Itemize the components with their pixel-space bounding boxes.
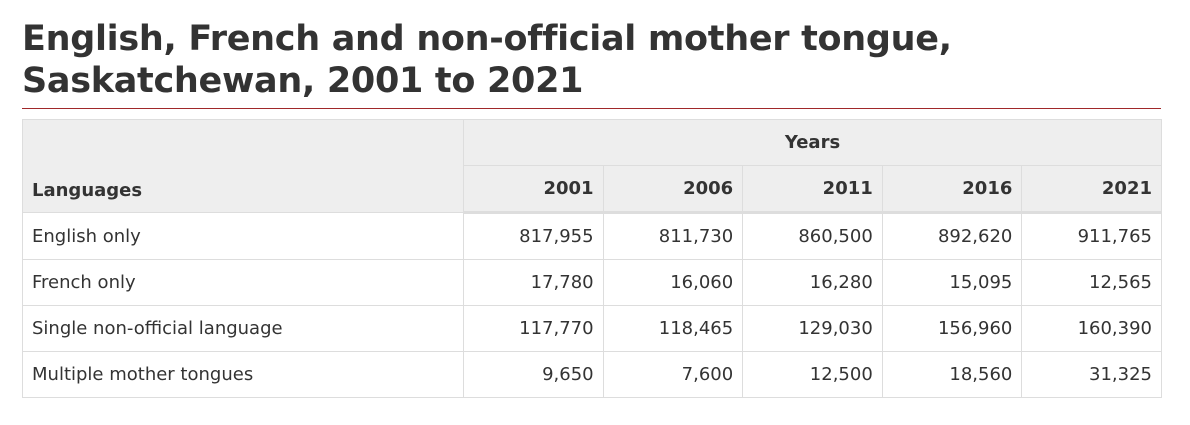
row-label: Single non-official language (22, 305, 464, 352)
table-row: Multiple mother tongues 9,650 7,600 12,500 1… (22, 351, 1162, 398)
cell: 118,465 (602, 305, 744, 352)
cell: 16,060 (602, 259, 744, 306)
cell: 811,730 (602, 212, 744, 260)
table-row: English only 817,955 811,730 860,500 892,620… (22, 212, 1162, 260)
title-rule (22, 108, 1161, 109)
cell: 7,600 (602, 351, 744, 398)
cell: 156,960 (881, 305, 1023, 352)
page-title: English, French and non-official mother … (22, 19, 952, 101)
cell: 911,765 (1021, 212, 1162, 260)
cell: 17,780 (463, 259, 604, 306)
column-header: 2016 (881, 165, 1023, 214)
column-group-header: Years (463, 119, 1162, 166)
table-row: French only 17,780 16,060 16,280 15,095 12,56… (22, 259, 1162, 306)
cell: 860,500 (742, 212, 883, 260)
row-label: Multiple mother tongues (22, 351, 464, 398)
row-label: English only (22, 212, 464, 260)
cell: 892,620 (881, 212, 1023, 260)
column-header: 2011 (742, 165, 883, 214)
table-row: Single non-official language 117,770 118,4… (22, 305, 1162, 352)
cell: 15,095 (881, 259, 1023, 306)
cell: 12,565 (1021, 259, 1162, 306)
cell: 160,390 (1021, 305, 1162, 352)
column-header: 2001 (463, 165, 604, 214)
column-header: 2021 (1021, 165, 1162, 214)
column-header: 2006 (602, 165, 744, 214)
data-table: Languages Years 2001 2006 2011 2016 2021 Eng… (22, 119, 1162, 398)
cell: 31,325 (1021, 351, 1162, 398)
row-label: French only (22, 259, 464, 306)
cell: 16,280 (742, 259, 883, 306)
cell: 817,955 (463, 212, 604, 260)
row-header: Languages (22, 119, 464, 213)
cell: 117,770 (463, 305, 604, 352)
cell: 129,030 (742, 305, 883, 352)
cell: 9,650 (463, 351, 604, 398)
cell: 12,500 (742, 351, 883, 398)
cell: 18,560 (881, 351, 1023, 398)
